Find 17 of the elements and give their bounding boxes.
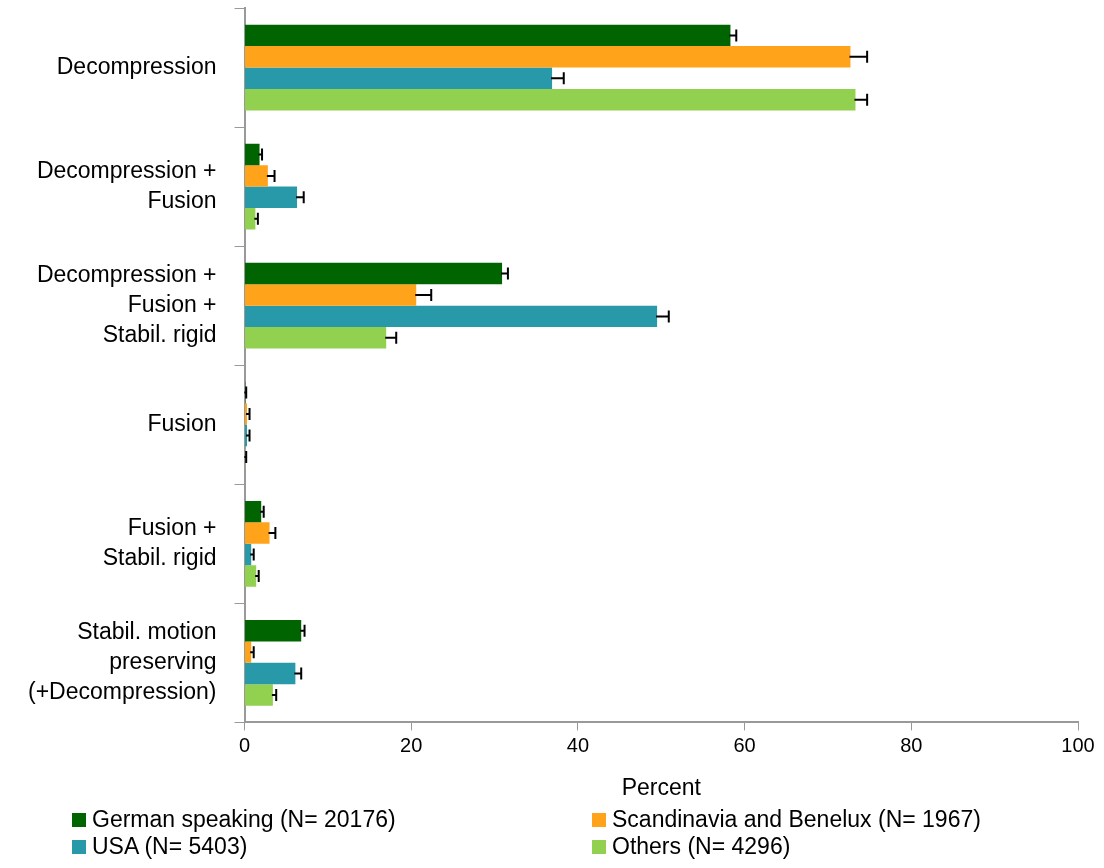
- legend-label: Scandinavia and Benelux (N= 1967): [612, 806, 981, 833]
- y-tick-label: Decompression: [56, 52, 217, 79]
- y-tick-label: Fusion: [147, 410, 217, 437]
- y-tick-label: Stabil. motion preserving (+Decompression): [27, 618, 217, 705]
- x-axis-title: Percent: [621, 773, 702, 800]
- x-tick-label: 80: [900, 733, 923, 756]
- x-tick-label: 0: [238, 733, 251, 756]
- y-tick-label: Fusion + Stabil. rigid: [102, 514, 217, 571]
- legend-label: USA (N= 5403): [92, 833, 248, 860]
- x-tick-label: 40: [566, 733, 590, 756]
- x-tick-label: 100: [1061, 733, 1095, 756]
- x-tick-label: 20: [400, 733, 423, 756]
- legend-label: German speaking (N= 20176): [92, 806, 396, 833]
- legend-label: Others (N= 4296): [612, 833, 791, 860]
- y-tick-label: Decompression + Fusion: [36, 156, 217, 213]
- y-tick-label: Decompression + Fusion + Stabil. rigid: [36, 261, 217, 347]
- x-tick-label: 60: [733, 733, 756, 756]
